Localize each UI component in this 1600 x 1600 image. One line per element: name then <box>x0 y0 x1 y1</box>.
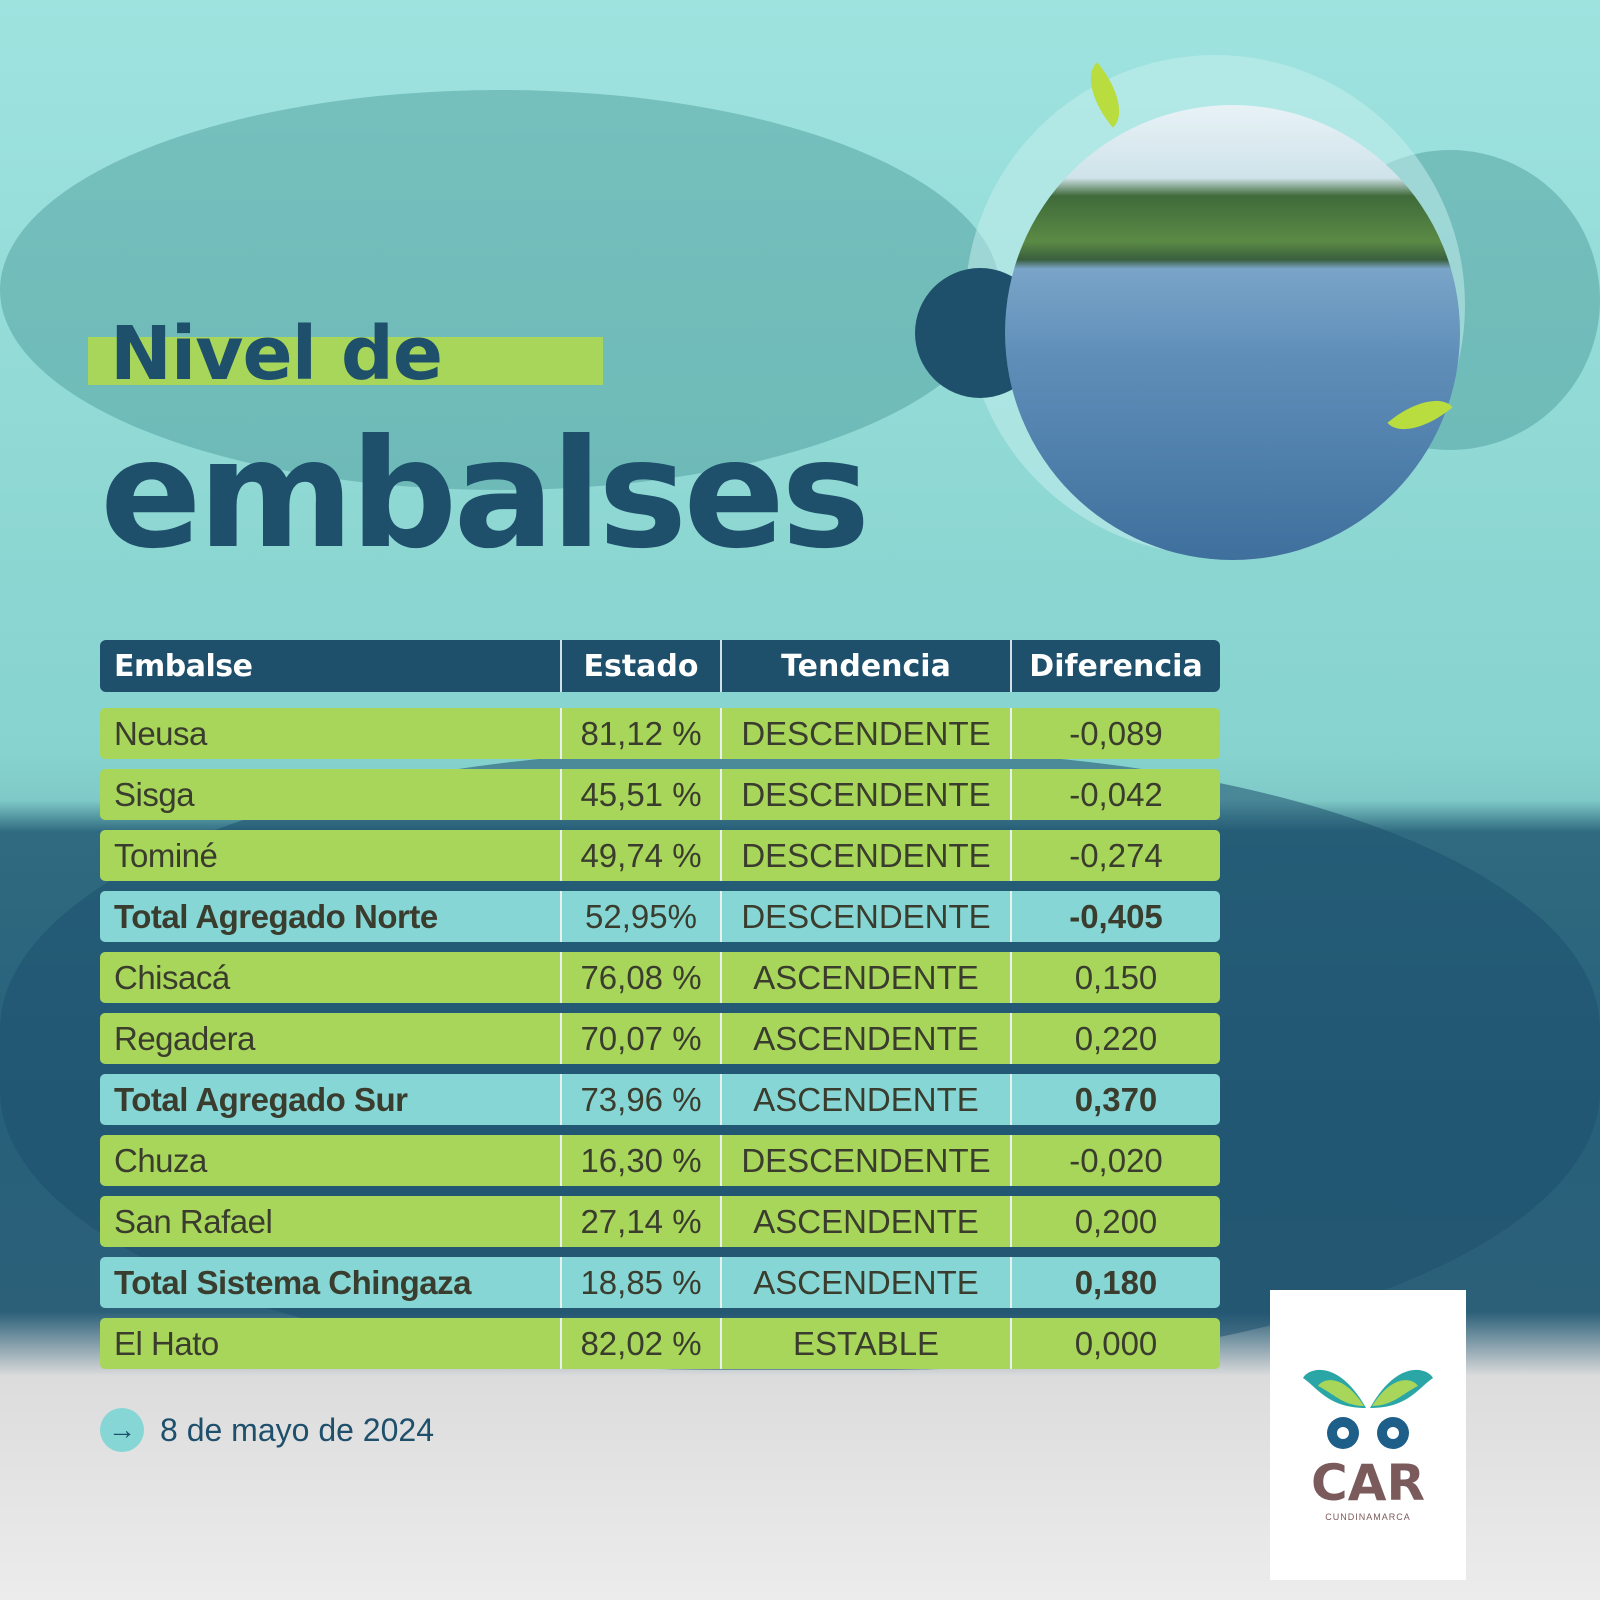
cell-tendencia: DESCENDENTE <box>720 830 1010 881</box>
cell-estado: 18,85 % <box>560 1257 720 1308</box>
table-row: Neusa 81,12 % DESCENDENTE -0,089 <box>100 708 1220 759</box>
cell-embalse: Chisacá <box>114 958 230 996</box>
table-header: Embalse Estado Tendencia Diferencia <box>100 640 1220 692</box>
arrow-right-icon: → <box>100 1408 144 1452</box>
cell-embalse: Chuza <box>114 1141 207 1179</box>
cell-estado: 82,02 % <box>560 1318 720 1369</box>
cell-tendencia: ASCENDENTE <box>720 952 1010 1003</box>
cell-embalse: Tominé <box>114 836 218 874</box>
cell-diferencia: 0,180 <box>1010 1257 1220 1308</box>
cell-diferencia: -0,020 <box>1010 1135 1220 1186</box>
table-row: Chuza 16,30 % DESCENDENTE -0,020 <box>100 1135 1220 1186</box>
cell-estado: 16,30 % <box>560 1135 720 1186</box>
cell-estado: 45,51 % <box>560 769 720 820</box>
cell-embalse: Regadera <box>114 1019 255 1057</box>
table-row-total: Total Sistema Chingaza 18,85 % ASCENDENTE 0… <box>100 1257 1220 1308</box>
cell-embalse: Total Agregado Sur <box>114 1080 408 1118</box>
cell-tendencia: ASCENDENTE <box>720 1013 1010 1064</box>
table-row: Chisacá 76,08 % ASCENDENTE 0,150 <box>100 952 1220 1003</box>
table-row: El Hato 82,02 % ESTABLE 0,000 <box>100 1318 1220 1369</box>
background-mountain <box>0 90 1000 490</box>
cell-estado: 73,96 % <box>560 1074 720 1125</box>
cell-diferencia: 0,200 <box>1010 1196 1220 1247</box>
cell-embalse: San Rafael <box>114 1202 273 1240</box>
table-row: San Rafael 27,14 % ASCENDENTE 0,200 <box>100 1196 1220 1247</box>
cell-embalse: El Hato <box>114 1324 219 1362</box>
table-body: Neusa 81,12 % DESCENDENTE -0,089 Sisga 45,51 … <box>100 708 1220 1369</box>
table-row-total: Total Agregado Norte 52,95% DESCENDENTE -0,… <box>100 891 1220 942</box>
title-line-2: embalses <box>100 408 870 582</box>
car-logo: CAR CUNDINAMARCA <box>1270 1290 1466 1580</box>
cell-estado: 49,74 % <box>560 830 720 881</box>
cell-estado: 76,08 % <box>560 952 720 1003</box>
cell-tendencia: DESCENDENTE <box>720 891 1010 942</box>
cell-diferencia: 0,000 <box>1010 1318 1220 1369</box>
logo-subtitle: CUNDINAMARCA <box>1325 1512 1411 1522</box>
butterfly-icon <box>1303 1369 1433 1449</box>
cell-estado: 81,12 % <box>560 708 720 759</box>
cell-diferencia: 0,220 <box>1010 1013 1220 1064</box>
cell-diferencia: -0,274 <box>1010 830 1220 881</box>
reservoir-photo <box>1005 105 1460 560</box>
table-row: Regadera 70,07 % ASCENDENTE 0,220 <box>100 1013 1220 1064</box>
cell-embalse: Sisga <box>114 775 195 813</box>
header-embalse: Embalse <box>114 648 253 684</box>
header-tendencia: Tendencia <box>720 640 1010 692</box>
cell-tendencia: ASCENDENTE <box>720 1257 1010 1308</box>
table-row: Sisga 45,51 % DESCENDENTE -0,042 <box>100 769 1220 820</box>
cell-tendencia: ASCENDENTE <box>720 1196 1010 1247</box>
header-estado: Estado <box>560 640 720 692</box>
cell-diferencia: -0,405 <box>1010 891 1220 942</box>
cell-embalse: Neusa <box>114 714 207 752</box>
cell-diferencia: 0,370 <box>1010 1074 1220 1125</box>
title-line-1: Nivel de <box>110 311 443 397</box>
cell-tendencia: DESCENDENTE <box>720 708 1010 759</box>
cell-diferencia: -0,042 <box>1010 769 1220 820</box>
cell-embalse: Total Agregado Norte <box>114 897 438 935</box>
cell-diferencia: -0,089 <box>1010 708 1220 759</box>
cell-tendencia: DESCENDENTE <box>720 769 1010 820</box>
date-line: → 8 de mayo de 2024 <box>100 1408 434 1452</box>
cell-diferencia: 0,150 <box>1010 952 1220 1003</box>
cell-estado: 70,07 % <box>560 1013 720 1064</box>
cell-tendencia: ASCENDENTE <box>720 1074 1010 1125</box>
title-highlight <box>88 337 603 385</box>
date-text: 8 de mayo de 2024 <box>160 1411 434 1448</box>
table-row-total: Total Agregado Sur 73,96 % ASCENDENTE 0,370 <box>100 1074 1220 1125</box>
cell-estado: 52,95% <box>560 891 720 942</box>
cell-embalse: Total Sistema Chingaza <box>114 1263 471 1301</box>
header-diferencia: Diferencia <box>1010 640 1220 692</box>
table-row: Tominé 49,74 % DESCENDENTE -0,274 <box>100 830 1220 881</box>
logo-text: CAR <box>1311 1454 1425 1512</box>
cell-tendencia: DESCENDENTE <box>720 1135 1010 1186</box>
cell-tendencia: ESTABLE <box>720 1318 1010 1369</box>
cell-estado: 27,14 % <box>560 1196 720 1247</box>
